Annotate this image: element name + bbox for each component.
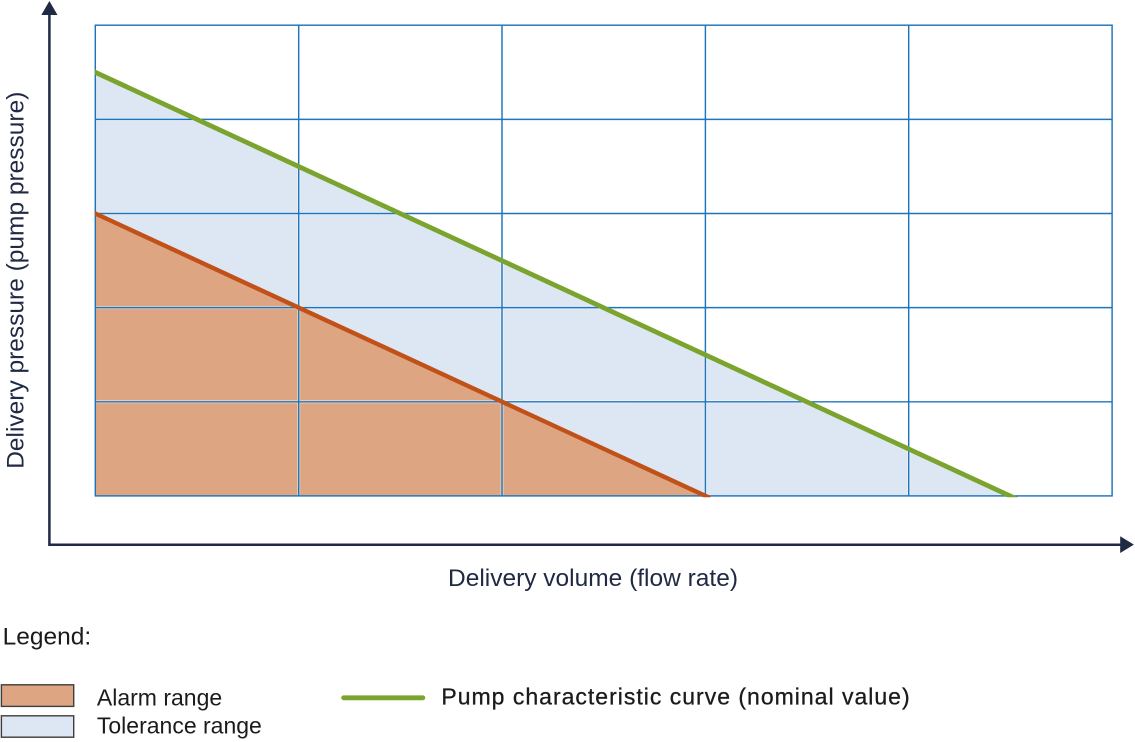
svg-text:Tolerance range: Tolerance range bbox=[97, 712, 262, 738]
svg-text:Delivery pressure (pump pressu: Delivery pressure (pump pressure) bbox=[2, 92, 29, 469]
svg-text:Pump characteristic curve (nom: Pump characteristic curve (nominal value… bbox=[441, 684, 910, 710]
svg-text:Legend:: Legend: bbox=[3, 624, 92, 651]
svg-text:Delivery volume (flow rate): Delivery volume (flow rate) bbox=[448, 565, 738, 592]
svg-text:Alarm range: Alarm range bbox=[97, 685, 222, 711]
